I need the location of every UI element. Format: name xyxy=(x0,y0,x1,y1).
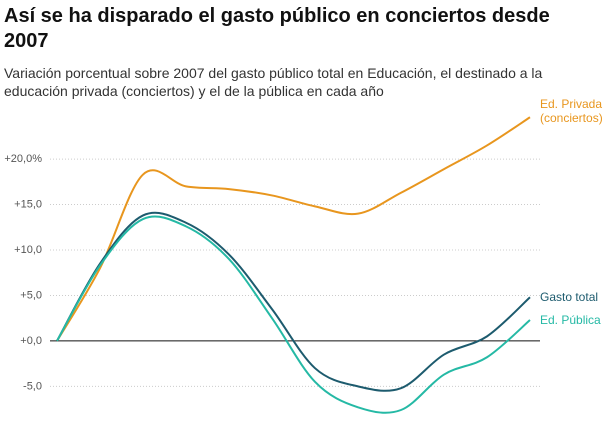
series-label: Gasto total xyxy=(540,290,599,305)
series-label: Ed. Privada (conciertos) xyxy=(540,97,603,126)
line xyxy=(56,211,531,392)
y-tick-label: +10,0 xyxy=(14,244,42,256)
chart-subtitle: Variación porcentual sobre 2007 del gast… xyxy=(4,65,543,99)
y-tick-label: +5,0 xyxy=(20,289,42,301)
y-tick-label: -5,0 xyxy=(23,380,42,392)
line xyxy=(56,215,531,414)
y-tick-label: +0,0 xyxy=(20,335,42,347)
y-tick-label: +15,0 xyxy=(14,198,42,210)
chart-title: Así se ha disparado el gasto público en … xyxy=(4,5,550,52)
y-tick-label: +20,0% xyxy=(4,153,42,165)
line xyxy=(56,116,531,342)
series-label: Ed. Pública xyxy=(540,313,601,327)
